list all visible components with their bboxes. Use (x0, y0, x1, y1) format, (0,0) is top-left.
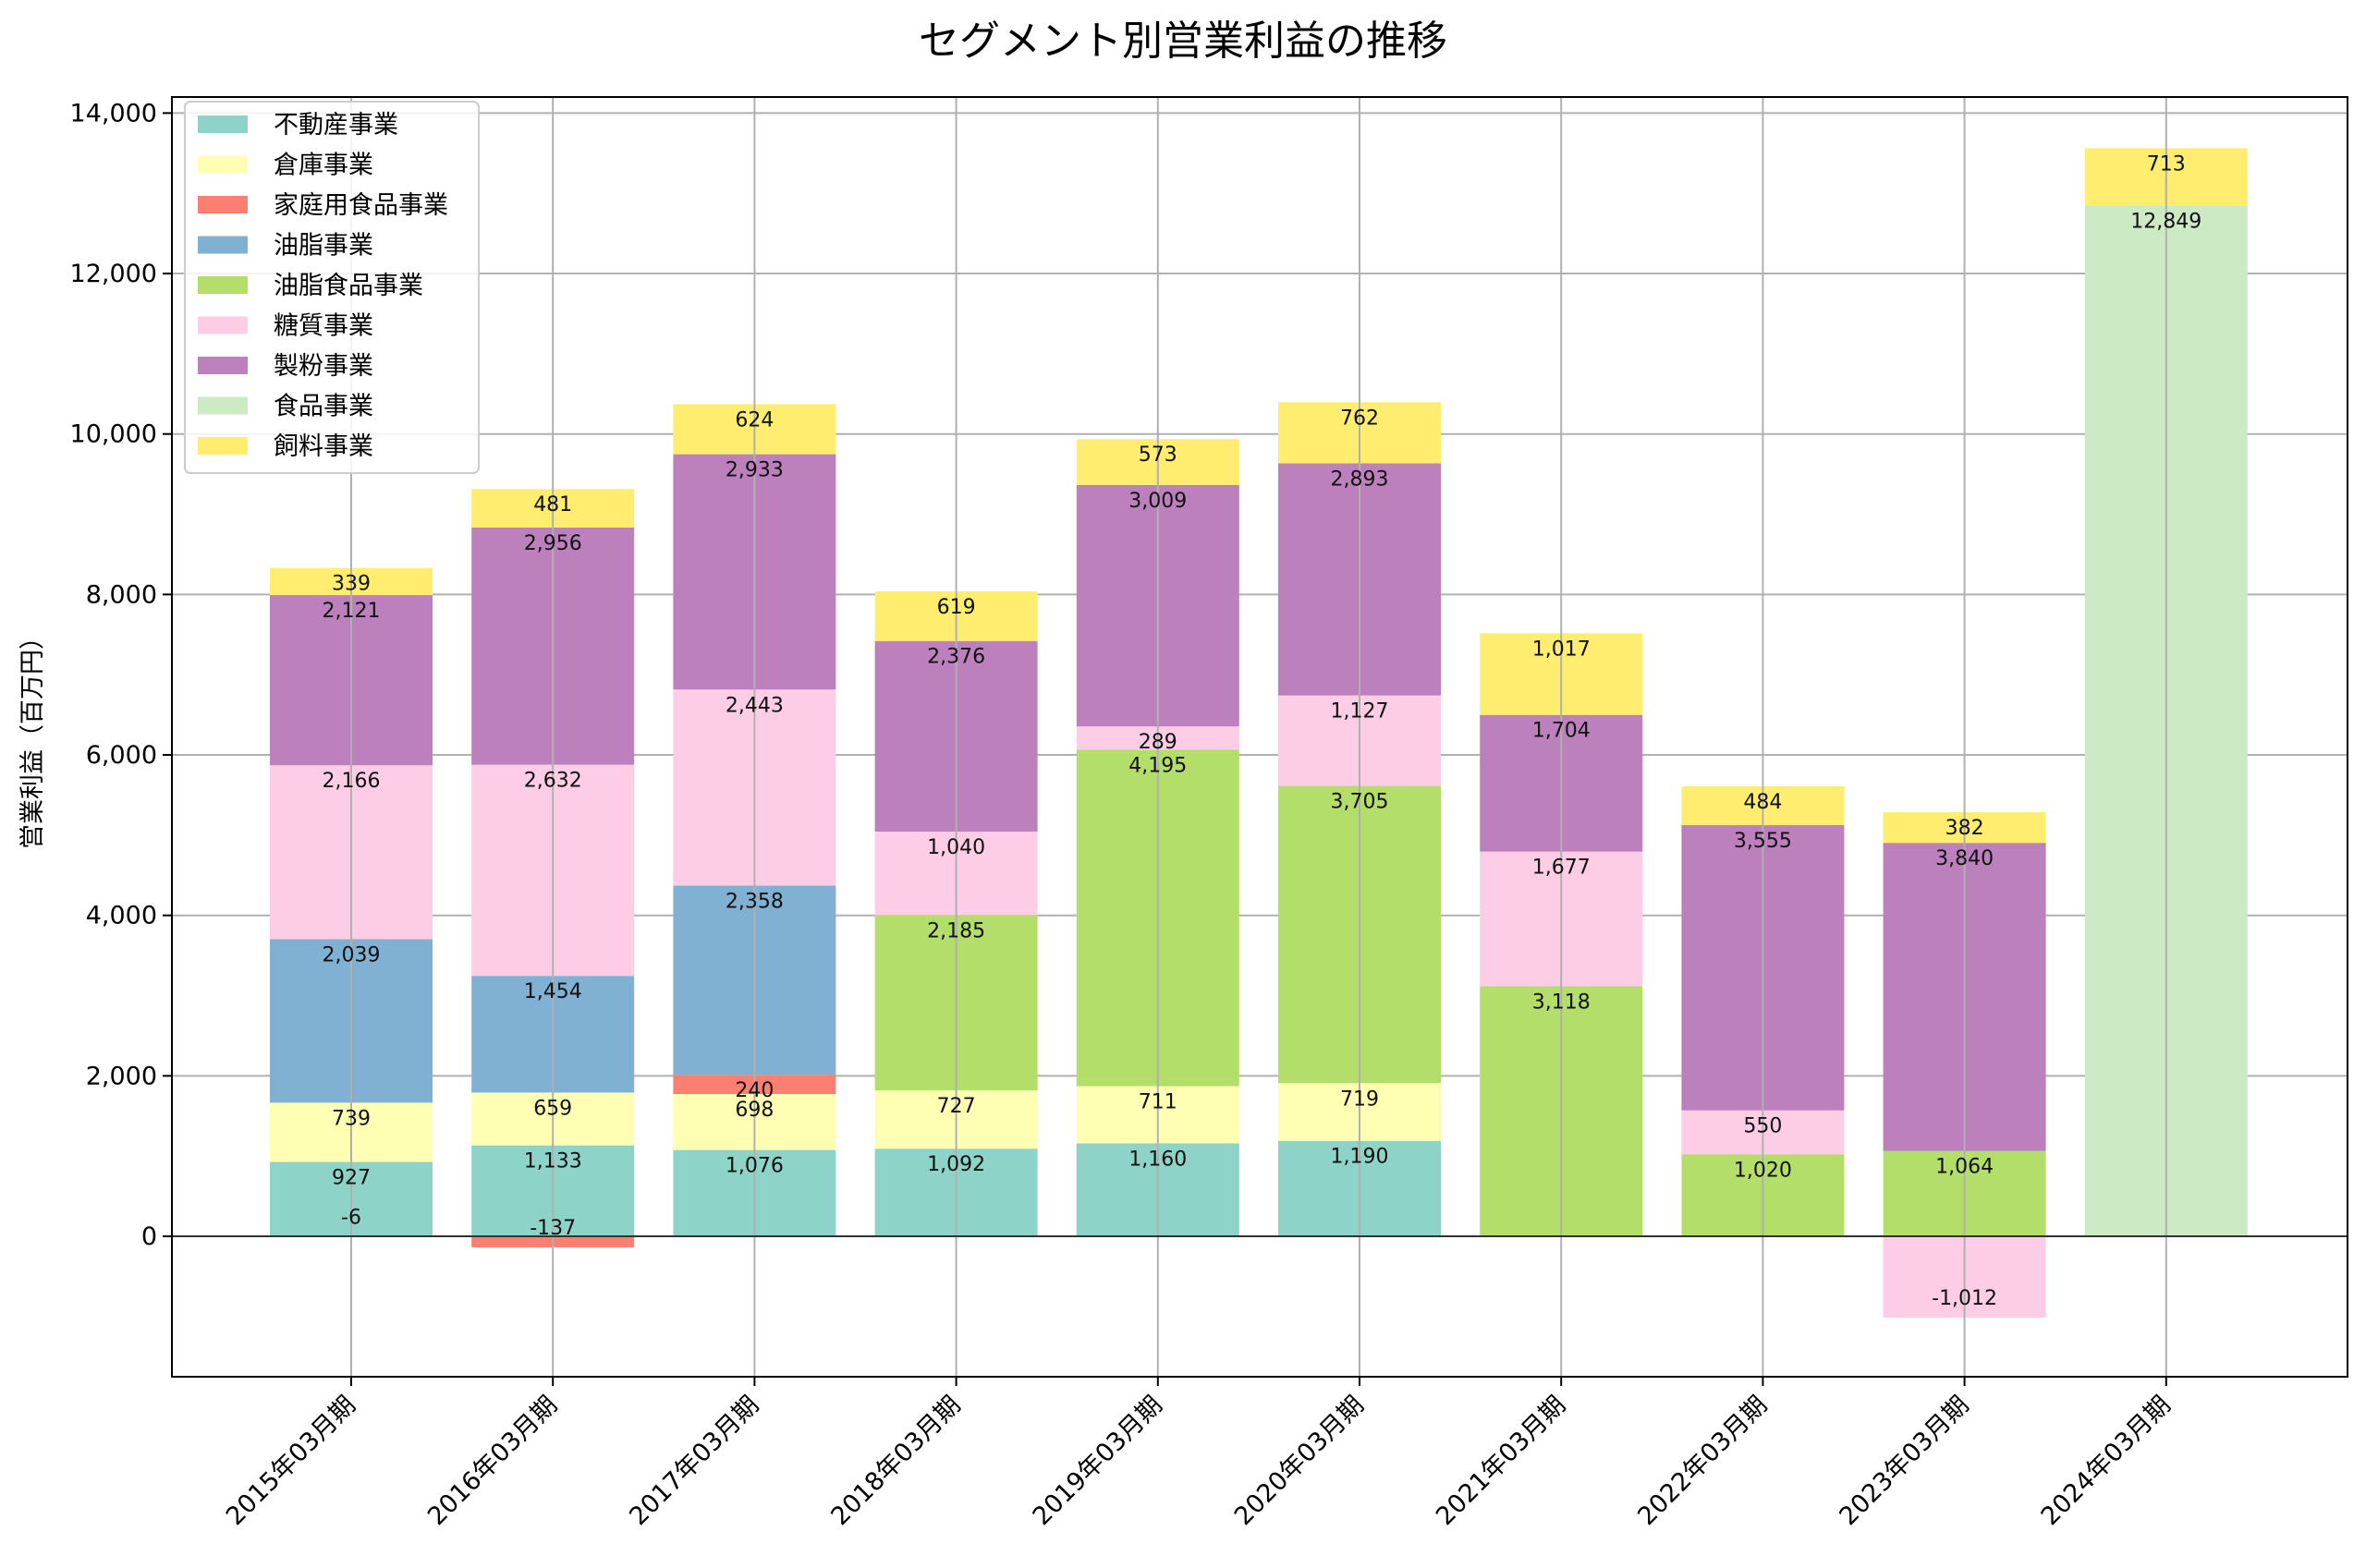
data-label: 719 (1340, 1088, 1379, 1111)
data-label: 3,118 (1532, 991, 1591, 1014)
data-label: 2,956 (524, 532, 582, 555)
data-label: 1,020 (1734, 1159, 1792, 1182)
legend-box (184, 101, 480, 474)
legend-swatch (198, 196, 248, 213)
data-labels: 927739-62,0392,1662,1213391,133659-1371,… (323, 152, 2202, 1310)
data-label: 2,185 (927, 919, 985, 942)
data-label: 2,893 (1331, 468, 1389, 491)
data-label: 2,933 (726, 459, 784, 482)
y-tick-label: 14,000 (70, 99, 157, 128)
data-label: 481 (533, 493, 572, 517)
data-label: 1,127 (1331, 700, 1389, 723)
x-tick-label: 2019年03月期 (1028, 1391, 1168, 1531)
x-tick-label: 2016年03月期 (422, 1391, 563, 1531)
y-tick-label: 2,000 (86, 1062, 157, 1090)
legend-swatch (198, 316, 248, 334)
data-label: 619 (937, 596, 976, 619)
data-label: 1,677 (1532, 857, 1591, 880)
data-label: 2,039 (323, 943, 381, 966)
y-tick-label: 6,000 (86, 741, 157, 770)
legend-label[interactable]: 家庭用食品事業 (274, 191, 448, 220)
data-label: 382 (1945, 817, 1984, 840)
legend-swatch (198, 155, 248, 174)
data-label: 1,704 (1532, 720, 1591, 743)
legend-swatch (198, 357, 248, 374)
plot-frame (171, 96, 2348, 1378)
data-label: 2,376 (927, 646, 985, 669)
y-tick-label: 10,000 (70, 420, 157, 449)
data-label: 711 (1139, 1091, 1177, 1114)
legend[interactable]: 不動産事業倉庫事業家庭用食品事業油脂事業油脂食品事業糖質事業製粉事業食品事業飼料… (184, 101, 480, 474)
x-tick-label: 2022年03月期 (1632, 1391, 1773, 1531)
data-label: 289 (1139, 731, 1177, 754)
legend-label[interactable]: 不動産事業 (274, 111, 398, 140)
data-label: -1,012 (1932, 1287, 1997, 1310)
x-tick-label: 2021年03月期 (1431, 1391, 1571, 1531)
data-label: 339 (332, 573, 371, 596)
chart-title: セグメント別営業利益の推移 (919, 18, 1447, 65)
data-label: 484 (1743, 791, 1782, 814)
legend-swatch (198, 396, 248, 415)
data-label: -6 (341, 1207, 361, 1230)
legend-label[interactable]: 倉庫事業 (274, 152, 373, 180)
legend-label[interactable]: 油脂食品事業 (274, 272, 423, 300)
data-label: 1,160 (1128, 1148, 1187, 1171)
x-tick-label: 2015年03月期 (221, 1391, 361, 1531)
data-label: 3,705 (1331, 791, 1389, 814)
legend-swatch (198, 276, 248, 294)
data-label: 624 (735, 408, 774, 432)
data-label: 2,166 (323, 770, 381, 793)
legend-label[interactable]: 油脂事業 (274, 232, 373, 261)
y-axis-label: 営業利益（百万円） (18, 625, 47, 849)
data-label: 2,121 (323, 600, 381, 623)
y-tick-label: 8,000 (86, 580, 157, 609)
data-label: 1,454 (524, 980, 582, 1003)
legend-label[interactable]: 食品事業 (274, 393, 373, 421)
data-label: 739 (332, 1107, 371, 1130)
legend-label[interactable]: 糖質事業 (274, 312, 373, 341)
x-tick-label: 2023年03月期 (1834, 1391, 1974, 1531)
data-label: 698 (735, 1099, 774, 1122)
x-tick-label: 2018年03月期 (825, 1391, 966, 1531)
x-tick-label: 2020年03月期 (1229, 1391, 1370, 1531)
data-label: 3,840 (1935, 847, 1994, 870)
data-label: 1,040 (927, 836, 985, 859)
data-label: 1,076 (726, 1155, 784, 1178)
data-label: 727 (937, 1095, 976, 1118)
data-label: 3,555 (1734, 830, 1792, 853)
data-label: 1,133 (524, 1150, 582, 1173)
data-label: 3,009 (1128, 490, 1187, 513)
data-label: 2,632 (524, 770, 582, 793)
data-label: 240 (735, 1079, 774, 1102)
x-tick-label: 2017年03月期 (624, 1391, 764, 1531)
data-label: 1,092 (927, 1153, 985, 1176)
data-label: 550 (1743, 1115, 1782, 1138)
y-tick-label: 12,000 (70, 260, 157, 288)
data-label: 1,190 (1331, 1146, 1389, 1169)
data-label: 659 (533, 1097, 572, 1120)
x-tick-label: 2024年03月期 (2036, 1391, 2177, 1531)
data-label: 927 (332, 1167, 371, 1190)
data-label: 12,849 (2130, 210, 2201, 233)
data-label: 1,017 (1532, 638, 1591, 661)
data-label: 1,064 (1935, 1156, 1994, 1179)
y-tick-label: 0 (141, 1222, 157, 1251)
legend-swatch (198, 236, 248, 254)
legend-swatch (198, 437, 248, 455)
legend-label[interactable]: 製粉事業 (274, 352, 373, 381)
data-label: 2,358 (726, 890, 784, 913)
data-label: 573 (1139, 444, 1177, 467)
data-label: 762 (1340, 407, 1379, 430)
y-tick-label: 4,000 (86, 902, 157, 930)
bars (270, 148, 2248, 1318)
legend-label[interactable]: 飼料事業 (274, 432, 373, 461)
data-label: 4,195 (1128, 754, 1187, 777)
data-label: 713 (2147, 152, 2186, 176)
legend-swatch (198, 115, 248, 133)
data-label: 2,443 (726, 694, 784, 717)
